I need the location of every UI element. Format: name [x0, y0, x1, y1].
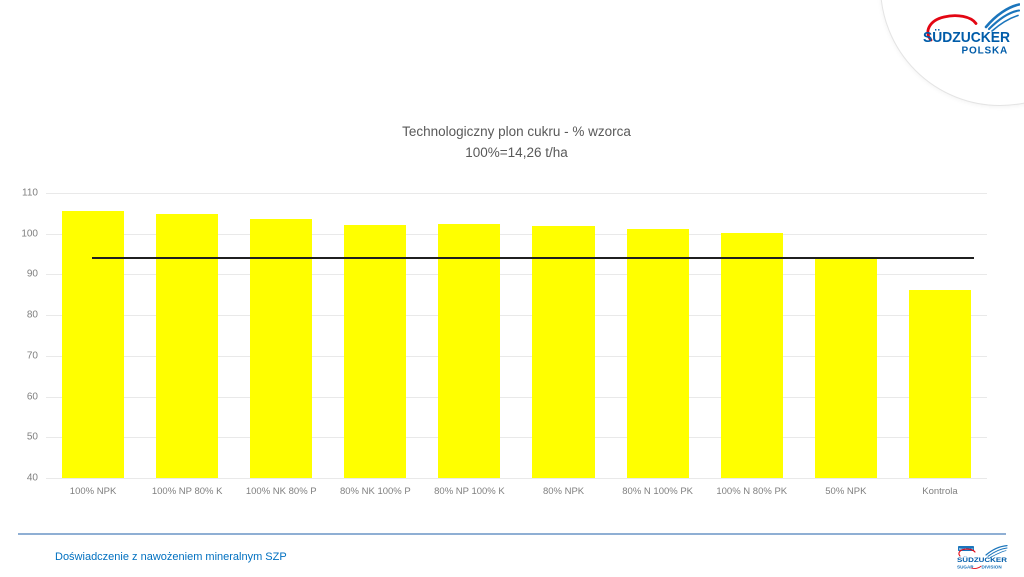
x-axis-label: 100% NP 80% K	[151, 486, 223, 497]
reference-line	[92, 256, 974, 259]
y-axis-tick-label: 100	[21, 228, 38, 240]
division-right-text: DIVISION	[982, 565, 1003, 570]
subbrand-text: POLSKA	[962, 46, 1008, 57]
gridline	[46, 478, 987, 479]
gridline	[46, 233, 987, 235]
x-axis-label: 100% NPK	[69, 486, 117, 497]
footer-caption: Doświadczenie z nawożeniem mineralnym SZ…	[55, 551, 287, 563]
y-axis-tick-label: 110	[22, 187, 38, 199]
chart-title-line1: Technologiczny plon cukru - % wzorca	[402, 124, 631, 139]
x-axis-labels: 100% NPK 100% NP 80% K 100% NK 80% P 80% NK…	[46, 486, 987, 500]
chart-title: Technologiczny plon cukru - % wzorca 100…	[46, 121, 987, 163]
y-axis-tick-label: 60	[26, 391, 38, 403]
y-axis-tick-label: 40	[26, 472, 38, 484]
bar-100-np-80-k	[156, 214, 219, 478]
x-axis-label: 50% NPK	[825, 486, 867, 497]
bar-50-npk	[814, 256, 877, 478]
wings-icon	[984, 3, 1020, 32]
bar-80-n-100-pk	[626, 228, 689, 478]
bar-100-n-80-pk	[720, 233, 783, 478]
bar-100-nk-80-p	[250, 219, 313, 478]
bar-80-npk	[532, 225, 595, 478]
wings-small-icon	[985, 545, 1008, 558]
footer-divider	[18, 533, 1006, 535]
x-axis-label: 80% NK 100% P	[339, 486, 411, 497]
brand-text: SÜDZUCKER	[923, 29, 1010, 46]
gridline	[46, 396, 987, 398]
bar-80-np-100-k	[438, 224, 501, 478]
division-left-text: SUGAR	[957, 565, 974, 570]
brand-small-text: SÜDZUCKER	[957, 555, 1007, 564]
y-axis-tick-label: 80	[26, 309, 38, 321]
x-axis-label: Kontrola	[922, 486, 958, 497]
gridline	[46, 274, 987, 276]
sudzucker-polska-logo: SÜDZUCKER POLSKA	[923, 3, 1020, 57]
y-axis-tick-label: 70	[26, 350, 38, 362]
x-axis-label: 100% NK 80% P	[245, 486, 317, 497]
sugar-division-logo: Member of SÜDZUCKER SUGAR DIVISION	[957, 545, 1008, 570]
x-axis-label: 80% N 100% PK	[622, 486, 694, 497]
x-axis-label: 100% N 80% PK	[716, 486, 788, 497]
y-axis-tick-label: 50	[26, 431, 38, 443]
bar-kontrola	[908, 289, 971, 478]
gridline	[46, 437, 987, 439]
bar-100-npk	[61, 210, 125, 478]
chart-title-line2: 100%=14,26 t/ha	[465, 145, 568, 160]
red-swoosh-small-icon	[958, 548, 976, 557]
x-axis-label: 80% NP 100% K	[434, 486, 505, 497]
red-swoosh-icon	[926, 14, 978, 42]
y-axis-tick-label: 90	[26, 268, 38, 280]
gridline	[46, 355, 987, 357]
plot-area: 110 100 90 80 70 60 50 40	[21, 188, 987, 484]
gridline	[46, 193, 987, 194]
x-axis-label: 80% NPK	[542, 486, 585, 497]
red-underline-swoosh-icon	[971, 565, 982, 569]
bar-80-nk-100-p	[344, 224, 407, 478]
gridline	[46, 315, 987, 317]
